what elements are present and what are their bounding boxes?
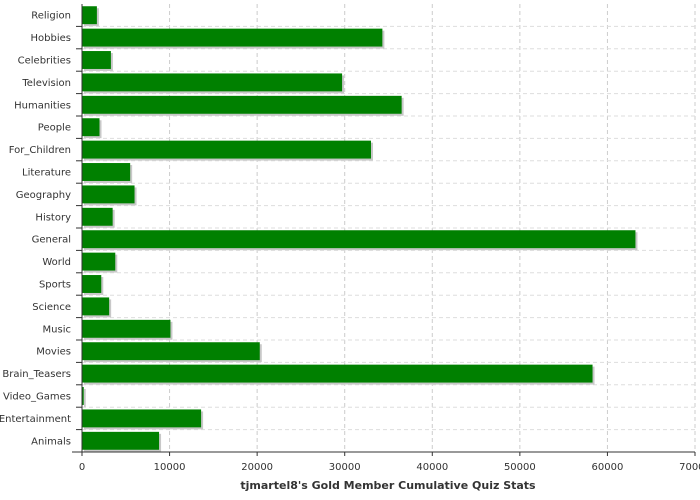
bar-religion	[82, 6, 97, 25]
bar-celebrities	[82, 51, 111, 69]
category-label: World	[42, 257, 71, 268]
bar-hobbies	[82, 28, 383, 47]
x-tick-label: 60000	[592, 462, 624, 473]
category-label: Brain_Teasers	[2, 369, 71, 380]
bar-humanities	[82, 95, 402, 114]
bar-science	[82, 297, 110, 316]
bar-television	[82, 73, 343, 92]
category-label: Television	[21, 78, 71, 89]
category-label: Music	[43, 324, 71, 335]
category-label: Movies	[36, 347, 71, 358]
category-label: Sports	[39, 280, 71, 291]
category-label: Video_Games	[3, 392, 71, 403]
category-label: Humanities	[14, 100, 71, 111]
category-label: Celebrities	[18, 56, 71, 67]
bar-movies	[82, 342, 260, 361]
category-label: Animals	[31, 436, 71, 447]
category-label: Religion	[31, 11, 71, 22]
x-tick-label: 40000	[416, 462, 448, 473]
category-label: Hobbies	[31, 33, 71, 44]
x-axis-title: tjmartel8's Gold Member Cumulative Quiz …	[240, 479, 536, 492]
bar-geography	[82, 185, 135, 204]
bar-world	[82, 252, 116, 271]
category-label: Entertainment	[0, 414, 71, 425]
category-label: Literature	[22, 168, 71, 179]
bar-entertainment	[82, 409, 202, 428]
category-label: General	[32, 235, 71, 246]
x-tick-label: 20000	[241, 462, 273, 473]
bar-shadow	[84, 389, 86, 407]
bar-for_children	[82, 140, 371, 159]
x-tick-label: 70000	[679, 462, 700, 473]
category-label: People	[38, 123, 71, 134]
category-label: Geography	[16, 190, 71, 201]
category-label: Science	[32, 302, 71, 313]
category-labels: Religion Hobbies Celebrities Television Huma…	[0, 11, 82, 453]
bars	[82, 6, 638, 452]
bar-animals	[82, 431, 160, 450]
bar-sports	[82, 275, 102, 293]
bar-general	[82, 230, 636, 249]
grid	[82, 4, 696, 452]
category-label: For_Children	[9, 145, 71, 156]
x-tick-labels: 0 10000 20000 30000 40000 50000 60000 70000	[79, 452, 700, 473]
x-tick-label: 30000	[329, 462, 361, 473]
bar-literature	[82, 163, 131, 181]
bar-people	[82, 118, 100, 137]
bar-history	[82, 207, 113, 226]
category-label: History	[35, 212, 71, 223]
bar-music	[82, 319, 171, 338]
bar-video_games	[82, 387, 84, 405]
bar-brain_teasers	[82, 364, 593, 383]
x-tick-label: 50000	[504, 462, 536, 473]
x-tick-label: 10000	[154, 462, 186, 473]
x-tick-label: 0	[79, 462, 85, 473]
